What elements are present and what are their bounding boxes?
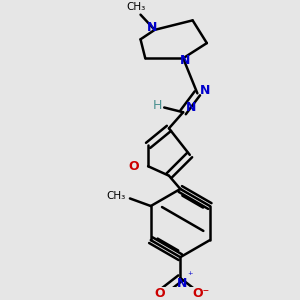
Text: H: H [153,99,162,112]
Text: N: N [200,84,210,97]
Text: N: N [185,101,196,114]
Text: N: N [180,54,190,67]
Text: CH₃: CH₃ [106,190,125,201]
Text: O: O [154,287,165,300]
Text: N: N [147,21,157,34]
Text: O⁻: O⁻ [193,287,210,300]
Text: N: N [177,277,188,290]
Text: O: O [128,160,139,173]
Text: CH₃: CH₃ [126,2,146,12]
Text: ⁺: ⁺ [187,271,193,281]
